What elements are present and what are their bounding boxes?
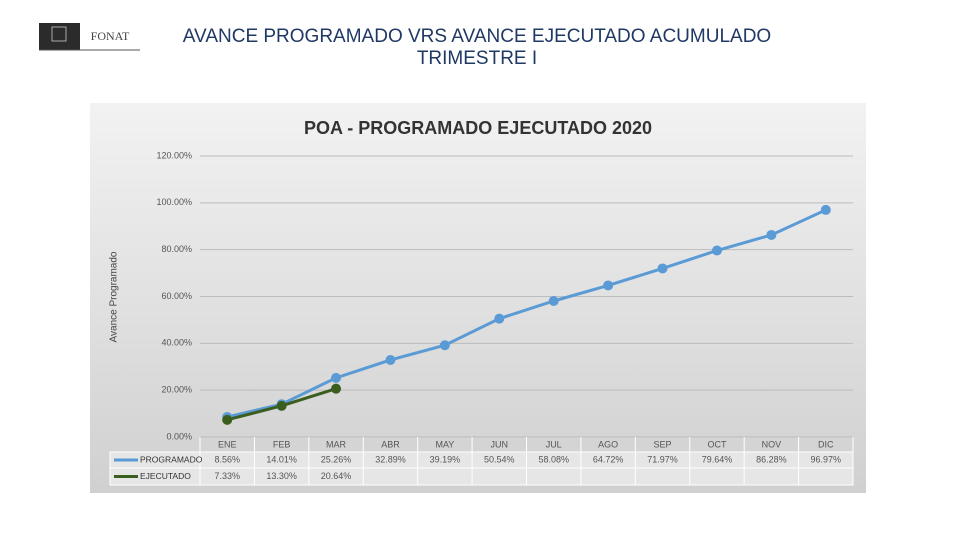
table-value: 79.64% [702, 454, 733, 464]
y-tick-label: 100.00% [156, 197, 192, 207]
table-value: 86.28% [756, 454, 787, 464]
y-tick-label: 40.00% [161, 338, 192, 348]
y-tick-label: 0.00% [166, 431, 192, 441]
table-value: 8.56% [214, 454, 240, 464]
x-tick-label: ABR [381, 439, 400, 449]
legend-label: PROGRAMADO [140, 454, 203, 464]
table-value: 32.89% [375, 454, 406, 464]
x-tick-label: JUL [546, 439, 562, 449]
chart-title: POA - PROGRAMADO EJECUTADO 2020 [304, 118, 652, 138]
slide-title: TRIMESTRE I [417, 48, 537, 69]
x-tick-label: JUN [491, 439, 509, 449]
x-tick-label: MAR [326, 439, 347, 449]
table-value: 64.72% [593, 454, 624, 464]
point-marker [276, 400, 287, 411]
table-value: 39.19% [430, 454, 461, 464]
point-marker [439, 340, 450, 351]
x-tick-label: AGO [598, 439, 618, 449]
table-value: 71.97% [647, 454, 678, 464]
y-tick-label: 120.00% [156, 150, 192, 160]
point-marker [494, 313, 505, 324]
table-value: 7.33% [214, 471, 240, 481]
x-tick-label: DIC [818, 439, 834, 449]
point-marker [331, 383, 342, 394]
x-tick-label: FEB [273, 439, 291, 449]
logo-mark [51, 26, 67, 42]
logo-text: FONAT [91, 29, 130, 43]
point-marker [548, 295, 559, 306]
chart-area [90, 103, 866, 493]
plot: 0.00% 20.00% 40.00% 60.00% 80.00% 100.00% 120.… [109, 150, 854, 486]
x-tick-label: NOV [762, 439, 782, 449]
table-value: 14.01% [266, 454, 297, 464]
table-value: 13.30% [266, 471, 297, 481]
point-marker [222, 414, 233, 425]
y-tick-label: 20.00% [161, 385, 192, 395]
point-marker [711, 245, 722, 256]
point-marker [820, 204, 831, 215]
point-marker [385, 354, 396, 365]
table-value: 20.64% [321, 471, 352, 481]
point-marker [603, 280, 614, 291]
slide-title: AVANCE PROGRAMADO VRS AVANCE EJECUTADO A… [183, 26, 771, 47]
point-marker [331, 372, 342, 383]
table-value: 96.97% [811, 454, 842, 464]
legend-label: EJECUTADO [140, 471, 191, 481]
series-line [226, 208, 827, 419]
y-tick-label: 60.00% [161, 291, 192, 301]
x-tick-label: SEP [654, 439, 672, 449]
table-value: 50.54% [484, 454, 515, 464]
y-axis-label: Avance Programado [109, 251, 120, 342]
x-tick-label: OCT [707, 439, 727, 449]
table-value: 25.26% [321, 454, 352, 464]
x-tick-label: MAY [435, 439, 454, 449]
point-marker [657, 263, 668, 274]
x-tick-label: ENE [218, 439, 237, 449]
point-marker [766, 229, 777, 240]
y-tick-label: 80.00% [161, 244, 192, 254]
table-value: 58.08% [538, 454, 569, 464]
